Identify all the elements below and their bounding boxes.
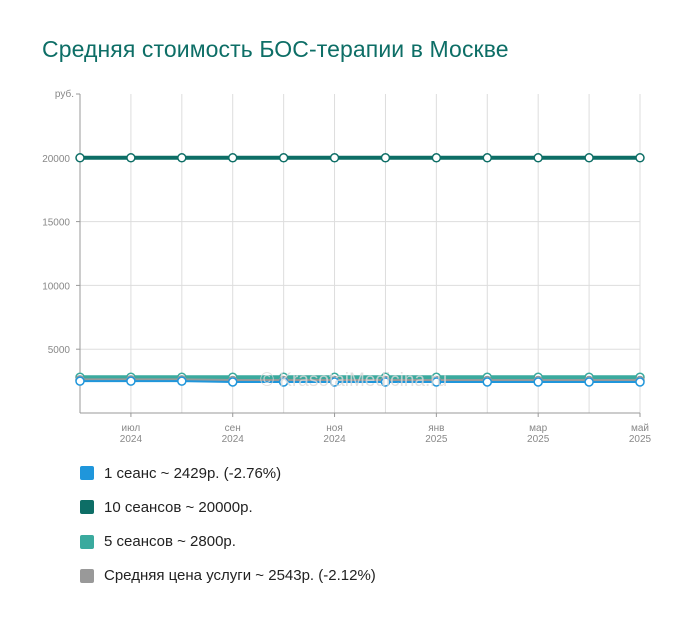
x-tick-label-year: 2024 xyxy=(323,434,346,445)
data-point xyxy=(227,377,238,387)
data-point xyxy=(431,377,442,387)
line-chart: 5000100001500020000руб.июл2024сен2024ноя… xyxy=(42,88,652,445)
x-tick-label-year: 2025 xyxy=(629,434,652,445)
x-tick-label-year: 2024 xyxy=(120,434,143,445)
x-tick-label-month: ноя xyxy=(326,423,343,434)
legend-item-1-session[interactable]: 1 сеанс ~ 2429р. (-2.76%) xyxy=(80,463,376,483)
legend-item-average-price[interactable]: Средняя цена услуги ~ 2543р. (-2.12%) xyxy=(80,566,376,586)
legend-swatch xyxy=(80,466,94,480)
data-point xyxy=(635,377,645,387)
y-axis-unit-label: руб. xyxy=(55,88,74,100)
legend-swatch xyxy=(80,500,94,515)
y-tick-label: 10000 xyxy=(42,281,70,292)
x-tick-label-year: 2025 xyxy=(527,434,550,445)
data-point xyxy=(75,376,85,386)
series-line xyxy=(80,378,640,383)
data-point xyxy=(329,377,340,387)
legend-label: 1 сеанс ~ 2429р. (-2.76%) xyxy=(104,464,282,482)
x-tick-label-month: янв xyxy=(428,423,444,434)
x-tick-label-month: сен xyxy=(225,423,241,434)
data-point xyxy=(380,377,391,387)
chart-legend: 1 сеанс ~ 2429р. (-2.76%) 10 сеансов ~ 2… xyxy=(80,463,376,600)
data-point xyxy=(278,377,289,387)
x-tick-label-month: май xyxy=(631,423,649,434)
chart-title: Средняя стоимость БОС-терапии в Москве xyxy=(42,36,509,62)
legend-swatch xyxy=(80,568,94,583)
legend-label: 10 сеансов ~ 20000р. xyxy=(104,498,253,516)
series-line xyxy=(80,380,640,384)
data-point xyxy=(584,153,594,163)
data-point xyxy=(584,377,594,387)
data-point xyxy=(533,153,543,163)
watermark: © KrasotaiMedicina.ru xyxy=(260,370,448,391)
x-tick-label-month: мар xyxy=(529,423,547,434)
data-point xyxy=(635,153,645,163)
data-point xyxy=(278,153,289,163)
y-tick-label: 20000 xyxy=(42,154,70,165)
x-tick-label-year: 2024 xyxy=(222,434,245,445)
data-point xyxy=(482,377,493,387)
y-tick-label: 15000 xyxy=(42,218,70,229)
x-tick-label-year: 2025 xyxy=(425,434,448,445)
legend-label: 5 сеансов ~ 2800р. xyxy=(104,533,236,551)
data-point xyxy=(75,153,85,163)
data-point xyxy=(329,153,340,163)
data-point xyxy=(482,153,493,163)
legend-item-5-sessions[interactable]: 5 сеансов ~ 2800р. xyxy=(80,532,376,552)
data-point xyxy=(126,153,136,163)
legend-label: Средняя цена услуги ~ 2543р. (-2.12%) xyxy=(104,567,376,585)
data-point xyxy=(177,153,187,163)
data-point xyxy=(227,153,238,163)
data-point xyxy=(126,376,136,386)
data-point xyxy=(380,153,391,163)
data-point xyxy=(177,376,187,386)
legend-swatch xyxy=(80,534,94,549)
x-tick-label-month: июл xyxy=(122,423,141,434)
data-point xyxy=(431,153,442,163)
y-tick-label: 5000 xyxy=(48,345,71,356)
data-point xyxy=(533,377,543,387)
legend-item-10-sessions[interactable]: 10 сеансов ~ 20000р. xyxy=(80,497,376,517)
